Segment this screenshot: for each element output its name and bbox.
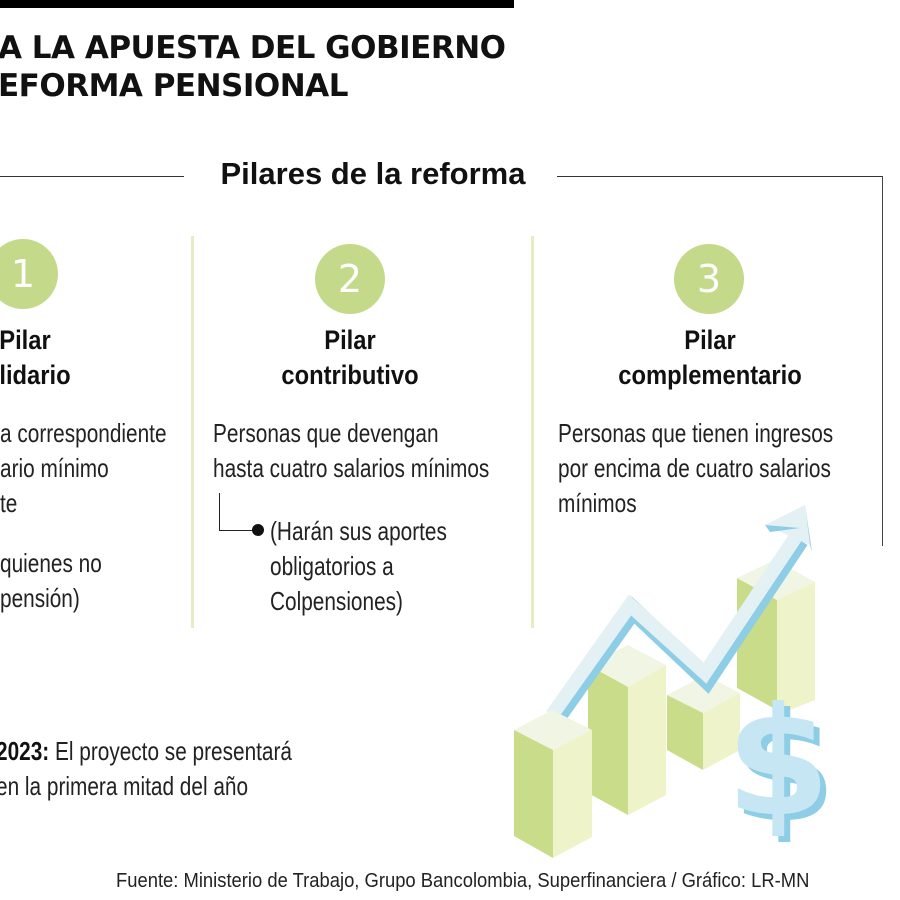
- sub-note-connector: [219, 493, 256, 531]
- pillar-2-subnote-2: obligatorios a: [270, 551, 394, 581]
- column-divider-2: [531, 236, 534, 628]
- pillar-1-number-badge: 1: [0, 239, 58, 309]
- headline-line-1: A LA APUESTA DEL GOBIERNO: [0, 30, 506, 66]
- svg-text:$: $: [732, 682, 836, 856]
- timeline-year: 2023:: [0, 736, 50, 766]
- pillar-2-subnote-3: Colpensiones): [270, 586, 403, 616]
- timeline-note-line-1: 2023: El proyecto se presentará: [0, 734, 292, 769]
- pillar-1-title-line-2: lidario: [0, 360, 71, 390]
- rising-bar-chart-with-dollar-icon: $ $: [514, 505, 836, 858]
- pillar-3-title-line-1: Pilar: [684, 325, 736, 355]
- pillar-1-title-line-1: Pilar: [0, 325, 51, 355]
- pillar-2-subnote-1: (Harán sus aportes: [270, 516, 447, 546]
- section-title: Pilares de la reforma: [220, 156, 526, 191]
- bullet-dot-icon: [252, 524, 264, 536]
- pillar-3-body-3: mínimos: [558, 488, 637, 518]
- pillar-2-body-2: hasta cuatro salarios mínimos: [213, 453, 490, 483]
- top-rule: [0, 0, 514, 8]
- timeline-note-line-2: en la primera mitad del año: [0, 771, 249, 801]
- pillar-3-body-2: por encima de cuatro salarios: [558, 453, 831, 483]
- pillar-1-body-1: a correspondiente: [0, 418, 167, 448]
- frame-line-left: [0, 176, 184, 177]
- pillar-1-body-3: te: [0, 488, 18, 518]
- pillar-3-number-badge: 3: [674, 244, 744, 314]
- pillar-2-number-badge: 2: [315, 244, 385, 314]
- pillar-2-title-line-2: contributivo: [281, 360, 419, 390]
- frame-line-vertical: [882, 176, 883, 546]
- headline-line-2: EFORMA PENSIONAL: [0, 68, 348, 104]
- pillar-3-title-line-2: complementario: [618, 360, 802, 390]
- source-credit: Fuente: Ministerio de Trabajo, Grupo Ban…: [116, 870, 810, 892]
- pillar-1-body-5: pensión): [0, 583, 80, 613]
- pillar-3-body-1: Personas que tienen ingresos: [558, 418, 834, 448]
- pillar-2-body-1: Personas que devengan: [213, 418, 439, 448]
- column-divider-1: [191, 236, 194, 628]
- timeline-text-1: El proyecto se presentará: [49, 736, 293, 766]
- svg-text:$: $: [726, 676, 830, 850]
- pillar-1-body-2: ario mínimo: [0, 453, 109, 483]
- pillar-2-title-line-1: Pilar: [324, 325, 376, 355]
- frame-line-right: [557, 176, 883, 177]
- pillar-1-body-4: quienes no: [0, 548, 102, 578]
